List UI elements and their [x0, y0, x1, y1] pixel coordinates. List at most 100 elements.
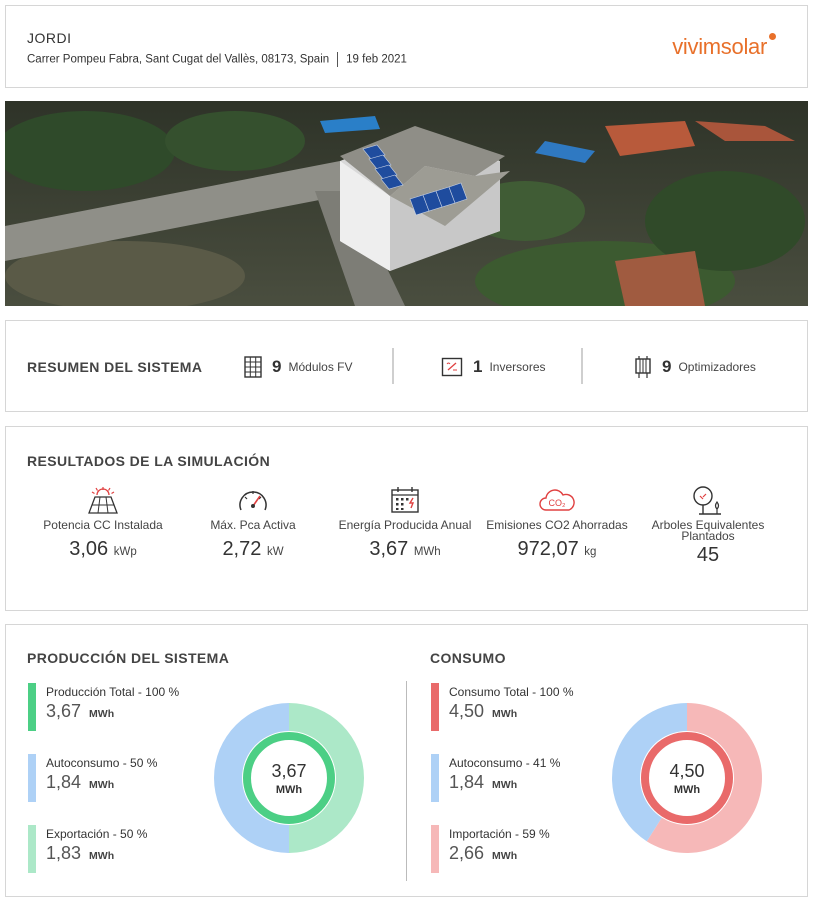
trees-label: Arboles Equivalentes Plantados — [651, 518, 765, 543]
logo-text: vivimsolar — [672, 34, 767, 59]
production-center-unit: MWh — [275, 784, 303, 796]
summary-optimizers: 9 Optimizadores — [634, 354, 756, 380]
divider — [392, 348, 394, 384]
aerial-3d-image — [5, 101, 808, 306]
consumption-donut-segment-0 — [646, 703, 762, 853]
installed-power-number: 3,06 — [69, 538, 109, 560]
production-title: PRODUCCIÓN DEL SISTEMA — [27, 650, 230, 666]
installed-power-label: Potencia CC Instalada — [43, 518, 163, 532]
system-summary-card: RESUMEN DEL SISTEMA 9 Módulos FV 1 Inver… — [5, 320, 808, 412]
legend-value: 1,84 MWh — [46, 772, 114, 793]
legend-unit: MWh — [492, 779, 518, 791]
legend-number: 3,67 — [46, 701, 82, 721]
legend-number: 4,50 — [449, 701, 485, 721]
result-max-active-power: Máx. Pca Activa 2,72 kW — [178, 485, 328, 561]
legend-label: Producción Total - 100 % — [46, 685, 180, 699]
max-active-power-value: 2,72 kW — [178, 538, 328, 561]
co2-saved-value: 972,07 kg — [482, 538, 632, 561]
legend-label: Autoconsumo - 41 % — [449, 756, 561, 770]
production-donut-segment-1 — [214, 703, 289, 853]
summary-modules: 9 Módulos FV — [244, 354, 353, 380]
annual-energy-label: Energía Producida Anual — [338, 518, 472, 532]
max-active-power-number: 2,72 — [222, 538, 262, 560]
address-line: Carrer Pompeu Fabra, Sant Cugat del Vall… — [27, 52, 407, 67]
logo-dot — [769, 33, 776, 40]
co2-saved-unit: kg — [584, 546, 597, 558]
legend-unit: MWh — [492, 850, 518, 862]
summary-inverters: 1 Inversores — [441, 354, 546, 380]
legend-unit: MWh — [89, 708, 115, 720]
co2-cloud-icon: CO₂ — [482, 485, 632, 515]
annual-energy-number: 3,67 — [369, 538, 409, 560]
co2-saved-number: 972,07 — [517, 538, 579, 560]
modules-count: 9 — [272, 357, 282, 376]
divider — [406, 681, 407, 881]
annual-energy-unit: MWh — [413, 546, 441, 558]
optimizers-label: Optimizadores — [678, 360, 756, 374]
result-annual-energy: Energía Producida Anual 3,67 MWh — [330, 485, 480, 561]
legend-number: 2,66 — [449, 843, 485, 863]
legend-value: 3,67 MWh — [46, 701, 114, 722]
gauge-icon — [178, 485, 328, 515]
divider — [337, 52, 339, 67]
production-consumption-card: PRODUCCIÓN DEL SISTEMA CONSUMO Producció… — [5, 624, 808, 897]
legend-unit: MWh — [492, 708, 518, 720]
production-center-value: 3,67 — [271, 761, 307, 781]
svg-text:CO₂: CO₂ — [549, 498, 567, 508]
solar-panel-icon — [28, 485, 178, 515]
legend-number: 1,83 — [46, 843, 82, 863]
legend-value: 4,50 MWh — [449, 701, 517, 722]
consumption-donut-segment-1 — [612, 703, 687, 842]
installed-power-unit: kWp — [113, 546, 137, 558]
legend-label: Importación - 59 % — [449, 827, 550, 841]
modules-label: Módulos FV — [288, 360, 353, 374]
production-donut-segment-0 — [289, 703, 364, 853]
legend-label: Consumo Total - 100 % — [449, 685, 574, 699]
consumption-center-unit: MWh — [673, 784, 701, 796]
trees-value: 45 — [633, 544, 783, 567]
result-co2-saved: CO₂ Emisiones CO2 Ahorradas 972,07 kg — [482, 485, 632, 561]
legend-number: 1,84 — [46, 772, 82, 792]
legend-label: Exportación - 50 % — [46, 827, 148, 841]
brand-logo: vivimsolar — [672, 33, 776, 60]
solar-module-icon — [244, 356, 262, 378]
legend-swatch — [28, 825, 36, 873]
divider — [581, 348, 583, 384]
trees-number: 45 — [696, 544, 720, 566]
consumption-title: CONSUMO — [430, 650, 506, 666]
simulation-results-card: RESULTADOS DE LA SIMULACIÓN Potencia CC … — [5, 426, 808, 611]
production-donut-chart — [214, 703, 364, 853]
inverters-label: Inversores — [489, 360, 546, 374]
report-date: 19 feb 2021 — [346, 53, 407, 66]
consumption-donut-chart — [612, 703, 762, 853]
legend-swatch — [28, 754, 36, 802]
aerial-3d-view — [5, 101, 808, 306]
legend-value: 2,66 MWh — [449, 843, 517, 864]
max-active-power-label: Máx. Pca Activa — [210, 518, 296, 532]
address: Carrer Pompeu Fabra, Sant Cugat del Vall… — [27, 53, 330, 66]
inverters-count: 1 — [473, 357, 483, 376]
optimizer-icon — [635, 356, 651, 378]
legend-swatch — [431, 683, 439, 731]
optimizers-count: 9 — [662, 357, 672, 376]
result-installed-power: Potencia CC Instalada 3,06 kWp — [28, 485, 178, 561]
production-donut-center: 3,67 MWh — [239, 761, 339, 796]
summary-title: RESUMEN DEL SISTEMA — [27, 359, 203, 375]
co2-saved-label: Emisiones CO2 Ahorradas — [486, 518, 628, 532]
consumption-center-value: 4,50 — [669, 761, 705, 781]
legend-unit: MWh — [89, 850, 115, 862]
project-header: JORDI Carrer Pompeu Fabra, Sant Cugat de… — [5, 5, 808, 88]
legend-number: 1,84 — [449, 772, 485, 792]
max-active-power-unit: kW — [266, 546, 284, 558]
legend-swatch — [431, 825, 439, 873]
legend-unit: MWh — [89, 779, 115, 791]
legend-swatch — [28, 683, 36, 731]
consumption-donut-center: 4,50 MWh — [637, 761, 737, 796]
inverter-icon — [441, 357, 463, 377]
installed-power-value: 3,06 kWp — [28, 538, 178, 561]
legend-label: Autoconsumo - 50 % — [46, 756, 158, 770]
production-donut-inner-ring — [243, 732, 335, 824]
consumption-donut-inner-ring — [641, 732, 733, 824]
legend-value: 1,83 MWh — [46, 843, 114, 864]
legend-value: 1,84 MWh — [449, 772, 517, 793]
